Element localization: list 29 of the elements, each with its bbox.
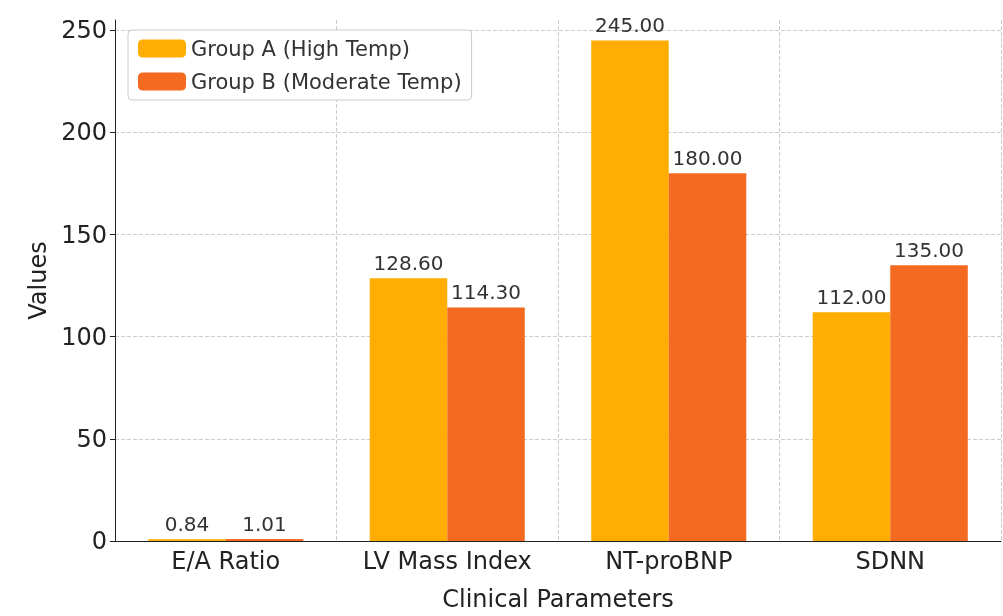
y-tick-label: 0 (91, 527, 107, 555)
x-axis-title: Clinical Parameters (442, 585, 674, 613)
x-tick-label: LV Mass Index (362, 547, 532, 575)
bar (369, 278, 448, 541)
y-tick-label: 150 (61, 220, 107, 249)
data-label: 1.01 (242, 511, 287, 536)
bar (890, 265, 968, 541)
x-tick-label: SDNN (855, 547, 926, 575)
data-label: 128.60 (373, 251, 444, 276)
data-label: 112.00 (816, 285, 887, 310)
data-label: 0.84 (164, 512, 210, 537)
data-label: 245.00 (595, 13, 665, 38)
bar (668, 173, 747, 541)
y-axis-title: Values (24, 241, 53, 320)
y-tick-label: 250 (61, 16, 107, 45)
data-label: 114.30 (451, 280, 521, 305)
y-tick-label: 100 (61, 322, 107, 351)
data-label: 180.00 (672, 146, 743, 171)
bar (447, 307, 525, 541)
x-tick-label: E/A Ratio (171, 547, 281, 575)
bar (591, 40, 669, 541)
y-tick-label: 50 (76, 424, 107, 453)
legend-label: Group A (High Temp) (191, 36, 410, 61)
bar (225, 538, 304, 541)
bar (812, 312, 891, 541)
x-tick-label: NT-proBNP (605, 547, 733, 575)
y-tick-label: 200 (61, 118, 107, 147)
data-label: 135.00 (894, 238, 964, 263)
legend-label: Group B (Moderate Temp) (191, 69, 462, 94)
